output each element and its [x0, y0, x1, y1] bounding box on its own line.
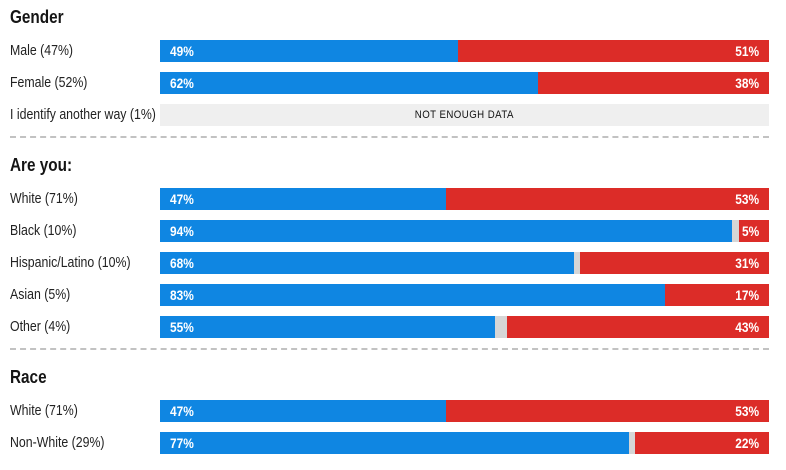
blue-segment: 68% — [160, 252, 575, 274]
poll-row: Non-White (29%) 77% 22% — [10, 432, 769, 454]
section-rows: Male (47%) 49% 51% Female (52%) 62% 38% … — [10, 40, 769, 126]
poll-row: Other (4%) 55% 43% — [10, 316, 769, 338]
exit-poll-chart: Gender Male (47%) 49% 51% Female (52%) 6… — [10, 6, 769, 454]
blue-segment: 49% — [160, 40, 459, 62]
red-segment: 31% — [580, 252, 769, 274]
blue-segment: 55% — [160, 316, 495, 338]
red-segment: 17% — [665, 284, 769, 306]
row-label: Hispanic/Latino (10%) — [10, 255, 131, 271]
blue-segment: 77% — [160, 432, 629, 454]
row-label: Other (4%) — [10, 319, 71, 335]
poll-row: Black (10%) 94% 5% — [10, 220, 769, 242]
bar-track: 62% 38% — [160, 72, 769, 94]
blue-percent-label: 47% — [170, 191, 194, 207]
blue-percent-label: 49% — [170, 43, 194, 59]
row-label: Asian (5%) — [10, 287, 71, 303]
row-label: Black (10%) — [10, 223, 77, 239]
red-percent-label: 53% — [735, 403, 759, 419]
bar-track: 49% 51% — [160, 40, 769, 62]
red-percent-label: 43% — [735, 319, 759, 335]
red-segment: 53% — [446, 400, 769, 422]
blue-segment: 47% — [160, 400, 447, 422]
row-label: I identify another way (1%) — [10, 107, 156, 123]
red-percent-label: 31% — [735, 255, 759, 271]
blue-segment: 94% — [160, 220, 733, 242]
red-percent-label: 5% — [741, 223, 759, 239]
red-segment: 53% — [446, 188, 769, 210]
bar-track: 47% 53% — [160, 188, 769, 210]
red-percent-label: 22% — [735, 435, 759, 451]
red-percent-label: 38% — [735, 75, 759, 91]
poll-row: Asian (5%) 83% 17% — [10, 284, 769, 306]
blue-percent-label: 62% — [170, 75, 194, 91]
poll-row: Hispanic/Latino (10%) 68% 31% — [10, 252, 769, 274]
red-segment: 38% — [537, 72, 769, 94]
section-title: Are you: — [10, 155, 73, 175]
row-label: Non-White (29%) — [10, 435, 105, 451]
poll-row: Female (52%) 62% 38% — [10, 72, 769, 94]
section-rows: White (71%) 47% 53% Black (10%) 94% 5% H… — [10, 188, 769, 338]
bar-track: 83% 17% — [160, 284, 769, 306]
blue-percent-label: 83% — [170, 287, 194, 303]
red-segment: 22% — [635, 432, 769, 454]
section-rows: White (71%) 47% 53% Non-White (29%) 77% … — [10, 400, 769, 454]
bar-track: NOT ENOUGH DATA — [160, 104, 769, 126]
poll-row: White (71%) 47% 53% — [10, 400, 769, 422]
poll-row: White (71%) 47% 53% — [10, 188, 769, 210]
gap-segment — [628, 432, 636, 454]
bar-track: 55% 43% — [160, 316, 769, 338]
blue-percent-label: 55% — [170, 319, 194, 335]
poll-row-no-data: I identify another way (1%) NOT ENOUGH D… — [10, 104, 769, 126]
blue-percent-label: 94% — [170, 223, 194, 239]
section-title: Gender — [10, 7, 64, 27]
poll-row: Male (47%) 49% 51% — [10, 40, 769, 62]
red-segment: 43% — [507, 316, 769, 338]
red-percent-label: 51% — [735, 43, 759, 59]
row-label: Female (52%) — [10, 75, 88, 91]
red-segment: 5% — [738, 220, 769, 242]
no-data-segment: NOT ENOUGH DATA — [160, 104, 769, 126]
blue-segment: 62% — [160, 72, 538, 94]
bar-track: 94% 5% — [160, 220, 769, 242]
gap-segment — [494, 316, 508, 338]
bar-track: 68% 31% — [160, 252, 769, 274]
red-percent-label: 53% — [735, 191, 759, 207]
gap-segment — [574, 252, 581, 274]
no-data-label: NOT ENOUGH DATA — [414, 109, 515, 121]
red-percent-label: 17% — [735, 287, 759, 303]
bar-track: 47% 53% — [160, 400, 769, 422]
blue-percent-label: 68% — [170, 255, 194, 271]
blue-segment: 47% — [160, 188, 447, 210]
section-title: Race — [10, 367, 47, 387]
row-label: White (71%) — [10, 191, 78, 207]
blue-segment: 83% — [160, 284, 666, 306]
poll-section: Are you: White (71%) 47% 53% Black (10%)… — [10, 136, 769, 338]
bar-track: 77% 22% — [160, 432, 769, 454]
poll-section: Gender Male (47%) 49% 51% Female (52%) 6… — [10, 6, 769, 126]
gap-segment — [732, 220, 739, 242]
blue-percent-label: 47% — [170, 403, 194, 419]
blue-percent-label: 77% — [170, 435, 194, 451]
row-label: Male (47%) — [10, 43, 74, 59]
poll-section: Race White (71%) 47% 53% Non-White (29%)… — [10, 348, 769, 454]
row-label: White (71%) — [10, 403, 78, 419]
red-segment: 51% — [458, 40, 769, 62]
